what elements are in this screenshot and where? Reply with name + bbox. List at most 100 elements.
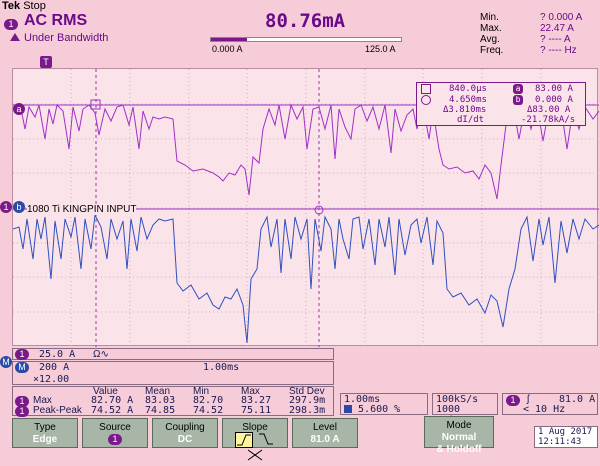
scale-min-label: 0.000 A [212, 44, 243, 54]
trigger-source-badge: 1 [506, 395, 520, 406]
ch1-probe-icon: Ω∿ [93, 349, 109, 360]
table-row[interactable]: 1 Peak-Peak 74.52 A 74.85 74.52 75.11 29… [13, 405, 333, 417]
col-max-header: Max [241, 386, 260, 397]
row-channel-badge: 1 [15, 396, 29, 407]
acquisition-readout[interactable]: 100kS/s 1000 points [432, 393, 498, 426]
measure-channel-badge: 1 [4, 14, 18, 32]
math-ref-marker[interactable]: M [0, 356, 12, 368]
cursor-a-marker[interactable]: a [13, 103, 25, 115]
measure-stats: Min. ? 0.000 A Max. 22.47 A Avg. ? ---- A F… [480, 12, 582, 56]
col-mean-header: Mean [145, 386, 171, 397]
stat-avg-value: ? ---- A [540, 34, 571, 45]
measure-value: 80.76mA [265, 10, 346, 32]
type-value: Edge [32, 434, 58, 445]
row-channel-badge: 1 [15, 406, 29, 417]
brand-status: Tek Stop [2, 0, 46, 12]
ch1-ground-marker[interactable]: 1 [0, 201, 12, 213]
date-text: 1 Aug 2017 [538, 427, 593, 437]
row-mean: 74.85 [145, 405, 176, 416]
trigger-mode-button[interactable]: Mode Normal & Holdoff [424, 416, 494, 455]
row-stddev: 298.3m [289, 405, 326, 416]
math-time: 1.00ms [203, 362, 240, 373]
cursor-dv: Δ83.00 A [527, 105, 571, 115]
col-stddev-header: Std Dev [289, 386, 325, 397]
trigger-type-button[interactable]: Type Edge [12, 418, 78, 448]
trigger-level-button[interactable]: Level 81.0 A [292, 418, 358, 448]
timebase-readout[interactable]: 1.00ms 5.600 % [340, 393, 428, 415]
ch1-scale: 25.0 A [39, 349, 76, 360]
math-zoom: ×12.00 [33, 374, 70, 385]
stat-avg-label: Avg. [480, 34, 500, 45]
ch1-badge: 1 [15, 349, 29, 360]
type-label: Type [34, 422, 56, 433]
mode-value: Normal [441, 432, 477, 443]
stat-max-value: 22.47 A [540, 23, 574, 34]
col-value-header: Value [93, 386, 118, 397]
level-label: Level [313, 422, 337, 433]
row-value: 82.70 A [91, 395, 134, 406]
rising-slope-icon[interactable] [235, 432, 253, 448]
brand-label: Tek [2, 0, 21, 12]
timebase-position-value: 5.600 % [358, 404, 401, 415]
stat-freq-label: Freq. [480, 45, 504, 56]
cursor-circle-icon [421, 95, 431, 105]
row-name: Peak-Peak [33, 405, 82, 416]
source-value: 1 [108, 434, 122, 445]
time-text: 12:11:43 [538, 437, 582, 447]
level-value: 81.0 A [310, 434, 340, 445]
col-min-header: Min [193, 386, 210, 397]
coupling-label: Coupling [165, 422, 205, 433]
cursor-square-icon [421, 84, 431, 94]
acq-state: Stop [23, 0, 46, 12]
cursor-didt: -21.78kA/s [521, 115, 576, 125]
trigger-slope-button[interactable]: Slope [222, 418, 288, 461]
datetime-display: 1 Aug 2017 12:11:43 [534, 426, 598, 448]
timebase-position: 5.600 % [344, 404, 400, 415]
cursor-dt: Δ3.810ms [443, 105, 487, 115]
cursor-b-marker[interactable]: b [13, 201, 25, 213]
cursor-t1: 840.0µs [449, 84, 487, 94]
cursor-v1: 83.00 A [535, 84, 573, 94]
mode-value-holdoff: & Holdoff [436, 444, 482, 455]
cursor-a-badge: a [513, 84, 523, 94]
cursor-b-badge: b [513, 95, 523, 105]
math-vertical-row[interactable]: M 200 A 1.00ms ×12.00 [12, 361, 334, 385]
source-label: Source [99, 422, 131, 433]
row-mean: 83.03 [145, 395, 176, 406]
warning-triangle-icon [10, 33, 20, 41]
trigger-readout[interactable]: 1 ʃ 81.0 A < 10 Hz [502, 393, 598, 415]
cursor-v2: 0.000 A [535, 95, 573, 105]
measure-title: AC RMS [24, 12, 88, 29]
value-scale-bar [210, 37, 402, 42]
stat-min-value: ? 0.000 A [540, 12, 583, 23]
timebase-scale: 1.00ms [344, 394, 381, 405]
either-slope-icon[interactable] [246, 448, 264, 464]
trigger-level: 81.0 A [559, 394, 596, 405]
stat-min-label: Min. [480, 12, 499, 23]
value-scale-fill [211, 38, 247, 41]
under-bandwidth-text: Under Bandwidth [24, 32, 109, 44]
row-stddev: 297.9m [289, 395, 326, 406]
cursor-t2: 4.650ms [449, 95, 487, 105]
trigger-edge-icon: ʃ [527, 394, 530, 405]
falling-slope-icon[interactable] [257, 432, 275, 448]
stat-max-label: Max. [480, 23, 502, 34]
trigger-source-button[interactable]: Source 1 [82, 418, 148, 448]
sample-rate: 100kS/s [436, 394, 479, 405]
stat-freq-value: ? ---- Hz [540, 45, 577, 56]
row-name: Max [33, 395, 52, 406]
trigger-frequency: < 10 Hz [523, 404, 566, 415]
table-row[interactable]: 1 Max 82.70 A 83.03 82.70 83.27 297.9m [13, 395, 333, 407]
scale-max-label: 125.0 A [365, 44, 396, 54]
cursor-didt-label: dI/dt [457, 115, 485, 125]
ch1-vertical-row[interactable]: 1 25.0 A Ω∿ [12, 348, 334, 360]
row-min: 74.52 [193, 405, 224, 416]
math-badge: M [15, 362, 29, 373]
mode-label: Mode [446, 420, 472, 431]
measurement-table: Value Mean Min Max Std Dev 1 Max 82.70 A… [12, 386, 334, 417]
row-value: 74.52 A [91, 405, 134, 416]
trigger-position-icon[interactable]: T [40, 56, 52, 68]
row-max: 75.11 [241, 405, 272, 416]
row-max: 83.27 [241, 395, 272, 406]
trigger-coupling-button[interactable]: Coupling DC [152, 418, 218, 448]
